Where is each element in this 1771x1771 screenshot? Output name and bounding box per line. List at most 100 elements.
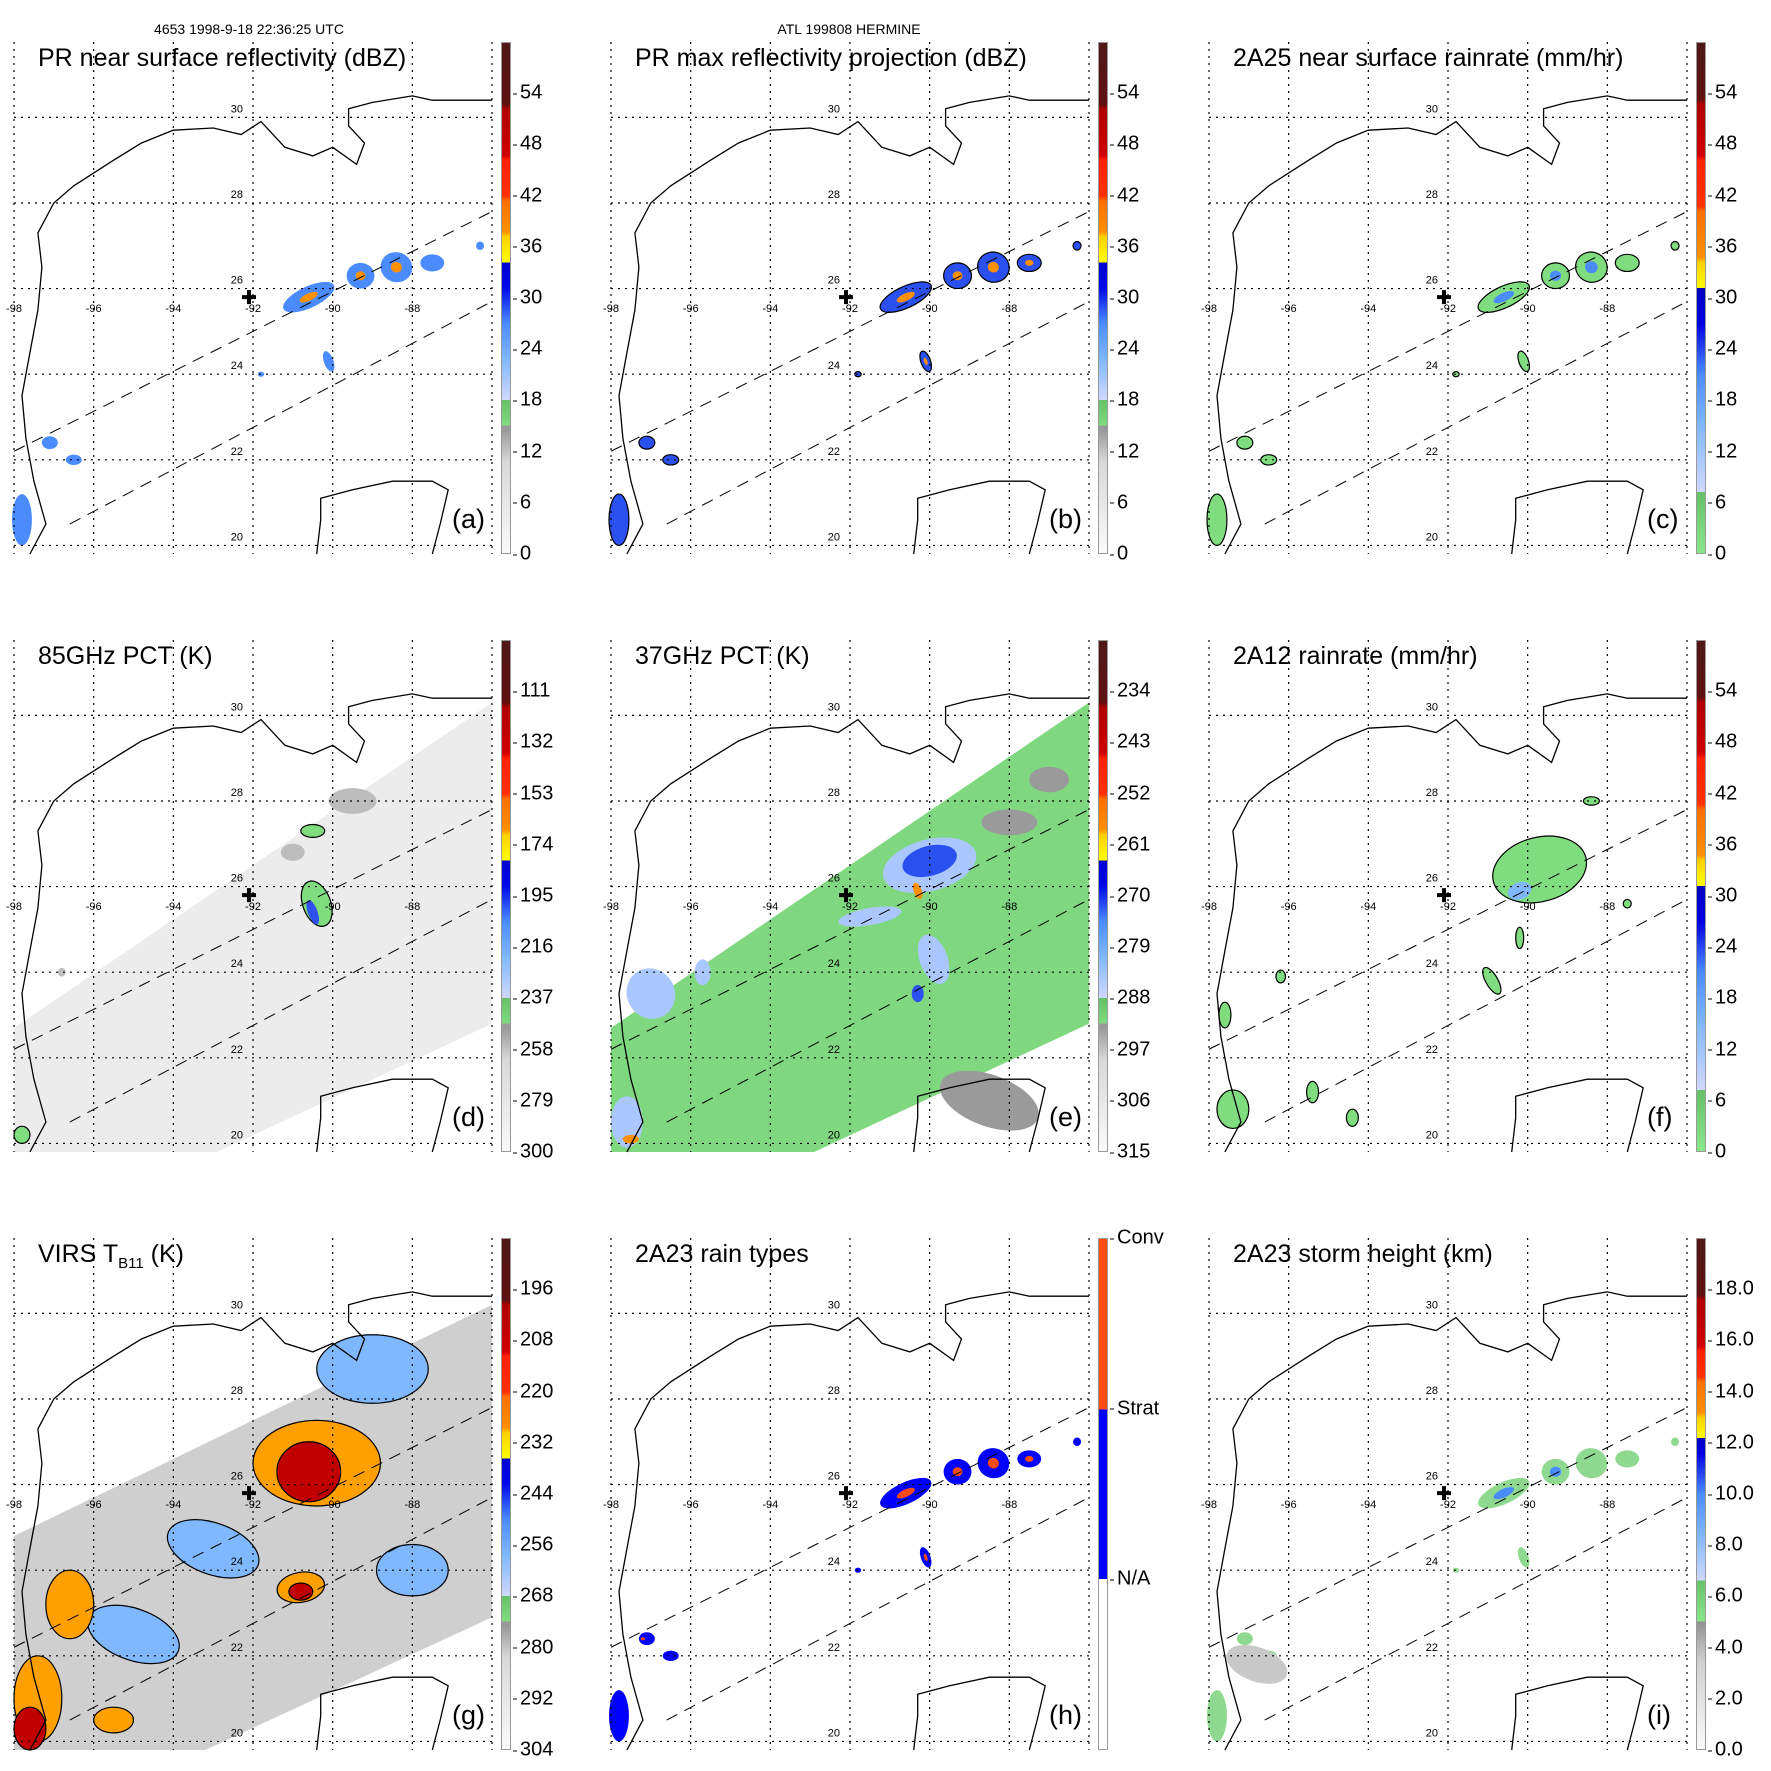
panel-title-text: 2A23 storm height (km)	[1233, 1240, 1493, 1268]
lon-label: -96	[683, 901, 699, 913]
lat-label: 26	[1426, 873, 1438, 885]
panel-title: 2A23 rain types	[635, 1240, 809, 1269]
yucatan-coastline	[316, 1676, 449, 1751]
lon-label: -88	[1599, 901, 1615, 913]
colorbar-c	[1696, 42, 1706, 554]
lat-label: 24	[231, 1556, 243, 1568]
echo-cell	[638, 435, 656, 450]
storm-center-marker	[1437, 1486, 1452, 1501]
scattering-area	[300, 823, 326, 838]
rain-cell	[1614, 253, 1640, 273]
lat-label: 28	[231, 1385, 243, 1397]
panel-letter: (g)	[452, 1700, 485, 1730]
rain-cell	[1236, 435, 1254, 450]
lon-label: -94	[762, 1499, 778, 1511]
convective-area	[896, 1487, 915, 1499]
pr-swath-edge	[1264, 1496, 1688, 1721]
panel-title-unit: (K)	[143, 1240, 184, 1268]
panel-letter: (c)	[1647, 504, 1679, 534]
panel-title: PR near surface reflectivity (dBZ)	[38, 44, 406, 73]
colorbar-label: 6	[512, 491, 532, 514]
panel-letter: (d)	[452, 1102, 485, 1132]
convective-area	[640, 1637, 645, 1641]
colorbar-label: 48	[1109, 132, 1140, 155]
panel-title: PR max reflectivity projection (dBZ)	[635, 44, 1027, 73]
lon-label: -98	[1201, 901, 1217, 913]
pr-swath-edge	[610, 809, 1090, 1050]
lon-label: -90	[325, 303, 341, 315]
panel-letter: (f)	[1647, 1102, 1673, 1132]
colorbar-label: 292	[512, 1687, 554, 1710]
lat-label: 20	[231, 1727, 243, 1739]
colorbar-label: 18	[1109, 388, 1140, 411]
echo-cell	[65, 454, 82, 465]
panel-title-text: 2A23 rain types	[635, 1240, 809, 1268]
colorbar-label: 36	[512, 235, 543, 258]
yucatan-coastline	[1511, 1676, 1644, 1751]
lon-label: -88	[404, 1499, 420, 1511]
colorbar-label: 48	[1707, 132, 1738, 155]
lon-label: -90	[922, 901, 938, 913]
colorbar-label: 0.0	[1708, 1738, 1743, 1761]
pr-swath-edge	[13, 809, 493, 1050]
panel-e: -98 -96 -94 -92 -90 -88 30 28 26 24 22 20 37GHz PCT …	[603, 640, 1150, 1163]
rain-cell	[1670, 240, 1680, 251]
lat-label: 30	[828, 1299, 840, 1311]
lat-label: 22	[231, 1044, 243, 1056]
lon-label: -94	[1360, 1499, 1376, 1511]
colorbar-label: 280	[512, 1636, 554, 1659]
colorbar-label: 268	[512, 1584, 554, 1607]
panel-f: -98 -96 -94 -92 -90 -88 30 28 26 24 22 20 2A12 rainr…	[1201, 640, 1737, 1163]
colorbar-label: 30	[512, 286, 543, 309]
colorbar-label: 6.0	[1708, 1584, 1743, 1607]
colorbar-label: 24	[1707, 337, 1738, 360]
colorbar-label: 54	[1707, 679, 1738, 702]
lat-label: 22	[828, 1642, 840, 1654]
height-cell	[1517, 1547, 1530, 1568]
colorbar-label: 24	[1109, 337, 1140, 360]
colorbar-label: 243	[1109, 730, 1151, 753]
colorbar-label: 10.0	[1708, 1482, 1754, 1505]
colorbar-label: 18	[512, 388, 543, 411]
pr-swath-edge	[13, 1407, 493, 1648]
colorbar-label: 0	[1109, 542, 1129, 565]
lat-label: 26	[231, 1471, 243, 1483]
rain-core	[1493, 291, 1515, 304]
colorbar-label: 42	[512, 184, 543, 207]
colorbar-label: 14.0	[1708, 1380, 1754, 1403]
scattering-core	[306, 900, 320, 925]
echo-cell	[476, 241, 485, 251]
colorbar-label: N/A	[1109, 1567, 1151, 1590]
echo-core	[299, 291, 318, 303]
colorbar-label: 42	[1109, 184, 1140, 207]
lon-label: -96	[86, 901, 102, 913]
panel-title-text: 2A25 near surface rainrate (mm/hr)	[1233, 44, 1624, 72]
lon-label: -90	[1520, 1499, 1536, 1511]
echo-core	[923, 357, 928, 365]
lon-label: -94	[165, 303, 181, 315]
lat-label: 30	[231, 103, 243, 115]
storm-center-marker	[242, 1486, 257, 1501]
pr-swath-edge	[1208, 809, 1688, 1050]
lat-label: 24	[828, 360, 840, 372]
lat-label: 22	[1426, 1044, 1438, 1056]
convective-area	[987, 1457, 999, 1469]
map-d: -98 -96 -94 -92 -90 -88 30 28 26 24 22 20	[6, 640, 493, 1153]
storm-center-marker	[839, 1486, 854, 1501]
coastline	[618, 693, 1089, 1153]
colorbar-label: 16.0	[1708, 1328, 1754, 1351]
colorbar-label: 174	[512, 833, 554, 856]
panel-a: -98 -96 -94 -92 -90 -88 30 28 26 24 22 20 PR near su…	[6, 42, 542, 565]
height-cell	[1615, 1450, 1640, 1468]
echo-cell	[420, 254, 445, 272]
lon-label: -88	[1001, 901, 1017, 913]
colorbar-label: 30	[1707, 884, 1738, 907]
lat-label: 28	[1426, 1385, 1438, 1397]
warm-area	[939, 1070, 1039, 1131]
lon-label: -92	[245, 303, 261, 315]
height-cell	[1575, 1448, 1608, 1479]
colorbar-label: 54	[1707, 81, 1738, 104]
coastline	[21, 95, 492, 555]
panel-title: 85GHz PCT (K)	[38, 642, 213, 671]
lon-label: -98	[603, 1499, 619, 1511]
